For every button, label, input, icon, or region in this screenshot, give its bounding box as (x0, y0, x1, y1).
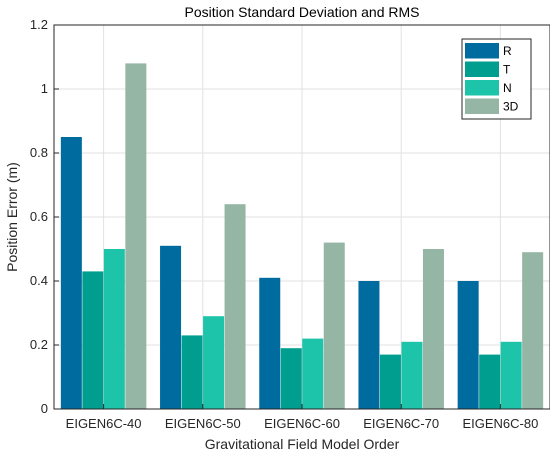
chart-title: Position Standard Deviation and RMS (184, 4, 419, 20)
legend-label-3d: 3D (503, 100, 519, 114)
legend-label-n: N (503, 81, 512, 95)
bar-t-eigen6c-60 (280, 348, 302, 409)
legend-swatch-t (465, 61, 499, 77)
x-tick-label: EIGEN6C-80 (462, 416, 538, 431)
bar-r-eigen6c-50 (160, 245, 182, 409)
bar-t-eigen6c-80 (479, 354, 501, 409)
x-tick-label: EIGEN6C-60 (264, 416, 340, 431)
y-tick-label: 0.6 (30, 209, 48, 224)
bar-n-eigen6c-40 (103, 249, 125, 409)
y-tick-label: 0 (41, 401, 48, 416)
y-tick-label: 0.8 (30, 145, 48, 160)
x-tick-label: EIGEN6C-40 (66, 416, 142, 431)
bar-3d-eigen6c-50 (224, 204, 246, 409)
legend-swatch-n (465, 80, 499, 96)
bar-t-eigen6c-70 (379, 354, 401, 409)
bar-3d-eigen6c-70 (422, 249, 444, 409)
bar-r-eigen6c-70 (358, 281, 380, 409)
x-axis: EIGEN6C-40 EIGEN6C-50 EIGEN6C-60 EIGEN6C-70… (66, 404, 538, 431)
y-tick-label: 1.2 (30, 17, 48, 32)
bar-r-eigen6c-80 (457, 281, 479, 409)
legend-swatch-r (465, 43, 499, 59)
bar-r-eigen6c-60 (259, 277, 281, 409)
bar-n-eigen6c-60 (302, 338, 324, 409)
bar-3d-eigen6c-40 (125, 63, 147, 410)
y-tick-label: 1 (41, 81, 48, 96)
y-axis-title: Position Error (m) (4, 162, 20, 272)
bar-n-eigen6c-50 (203, 316, 225, 409)
y-tick-label: 0.4 (30, 273, 48, 288)
x-tick-label: EIGEN6C-70 (363, 416, 439, 431)
legend-swatch-3d (465, 98, 499, 114)
x-tick-label: EIGEN6C-50 (165, 416, 241, 431)
bar-n-eigen6c-70 (401, 341, 423, 409)
legend: RTN 3D (461, 38, 532, 120)
bar-3d-eigen6c-60 (323, 242, 345, 409)
legend-label-r: R (503, 44, 512, 58)
bar-r-eigen6c-40 (60, 137, 82, 409)
bar-n-eigen6c-80 (500, 341, 522, 409)
y-axis: 0 0.2 0.4 0.6 0.8 1 1.2 (30, 17, 59, 416)
bar-t-eigen6c-50 (181, 335, 203, 409)
bar-t-eigen6c-40 (82, 271, 104, 409)
y-tick-label: 0.2 (30, 337, 48, 352)
bar-3d-eigen6c-80 (522, 252, 544, 409)
bars-group (60, 63, 544, 410)
x-axis-title: Gravitational Field Model Order (205, 436, 400, 452)
legend-label-t: T (503, 63, 511, 77)
